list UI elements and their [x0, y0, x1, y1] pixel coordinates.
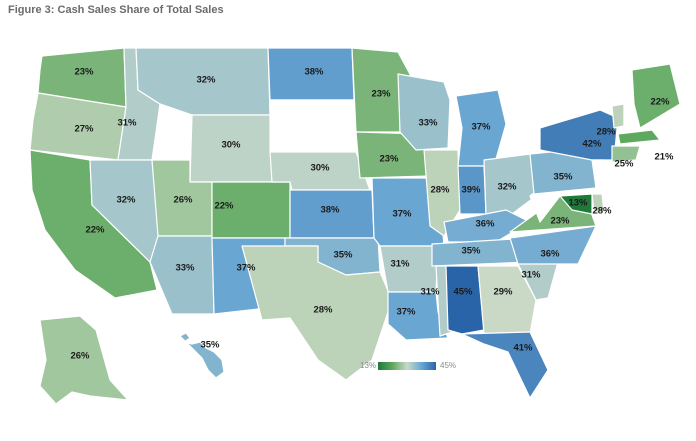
state-fl — [461, 331, 549, 399]
state-label-nd: 38% — [304, 67, 324, 78]
state-label-il: 28% — [430, 185, 450, 196]
state-oh — [483, 153, 537, 215]
state-label-ny: 42% — [582, 139, 602, 150]
state-label-mt: 32% — [196, 75, 216, 86]
state-label-mn: 23% — [371, 89, 391, 100]
state-sd — [269, 99, 357, 153]
state-de — [591, 193, 605, 213]
state-nh — [623, 101, 637, 127]
state-label-me: 22% — [650, 97, 670, 108]
state-al — [445, 265, 485, 335]
state-label-ar: 31% — [390, 259, 410, 270]
state-label-ky: 36% — [475, 219, 495, 230]
legend-max-label: 45% — [440, 361, 456, 370]
state-label-va: 23% — [550, 216, 570, 227]
state-label-ak: 26% — [70, 351, 90, 362]
state-label-ca: 22% — [85, 225, 105, 236]
state-label-nm: 37% — [236, 263, 256, 274]
state-tx — [241, 245, 393, 381]
state-label-ks: 38% — [320, 205, 340, 216]
state-label-tn: 35% — [461, 246, 481, 257]
legend-min-label: 13% — [360, 361, 376, 370]
state-label-md: 13% — [568, 198, 588, 209]
state-label-ne: 30% — [310, 163, 330, 174]
state-label-fl: 41% — [513, 343, 533, 354]
state-me — [631, 63, 681, 129]
state-label-ct: 25% — [614, 159, 634, 170]
state-label-ma: 21% — [654, 152, 674, 163]
state-label-nv: 32% — [116, 195, 136, 206]
state-la — [387, 291, 449, 341]
state-label-tx: 28% — [313, 305, 333, 316]
legend: 13% 45% — [360, 361, 456, 370]
state-label-wa: 23% — [74, 67, 94, 78]
state-ak — [39, 315, 129, 405]
state-label-vt: 28% — [596, 127, 616, 138]
figure-title: Figure 3: Cash Sales Share of Total Sale… — [8, 4, 224, 16]
legend-color-ramp — [378, 362, 436, 370]
state-ct — [611, 145, 641, 163]
state-label-wi: 33% — [418, 118, 438, 129]
state-vt — [611, 103, 625, 129]
state-label-sc: 31% — [521, 270, 541, 281]
state-label-ia: 23% — [379, 154, 399, 165]
state-label-az: 33% — [175, 263, 195, 274]
state-label-ut: 26% — [173, 195, 193, 206]
state-hi — [179, 332, 225, 379]
state-nc — [509, 225, 597, 265]
state-md — [559, 193, 593, 215]
state-or — [29, 92, 127, 161]
state-wi — [397, 73, 451, 151]
state-label-hi: 35% — [200, 340, 220, 351]
state-label-de: 28% — [592, 206, 612, 217]
state-label-al: 45% — [453, 287, 473, 298]
state-label-in: 39% — [461, 185, 481, 196]
state-label-pa: 35% — [553, 172, 573, 183]
state-label-ga: 29% — [493, 287, 513, 298]
state-label-or: 27% — [74, 124, 94, 135]
state-label-wy: 30% — [221, 140, 241, 151]
state-label-id: 31% — [117, 118, 137, 129]
state-ga — [477, 265, 537, 335]
state-nj — [591, 159, 607, 189]
state-ma — [617, 129, 661, 145]
state-label-ms: 31% — [420, 287, 440, 298]
state-label-nc: 36% — [540, 249, 560, 260]
state-label-co: 22% — [214, 201, 234, 212]
state-label-la: 37% — [396, 307, 416, 318]
state-az — [149, 235, 215, 315]
state-label-oh: 32% — [497, 182, 517, 193]
state-label-ok: 35% — [333, 250, 353, 261]
state-label-mi: 37% — [471, 122, 491, 133]
state-label-mo: 37% — [392, 209, 412, 220]
